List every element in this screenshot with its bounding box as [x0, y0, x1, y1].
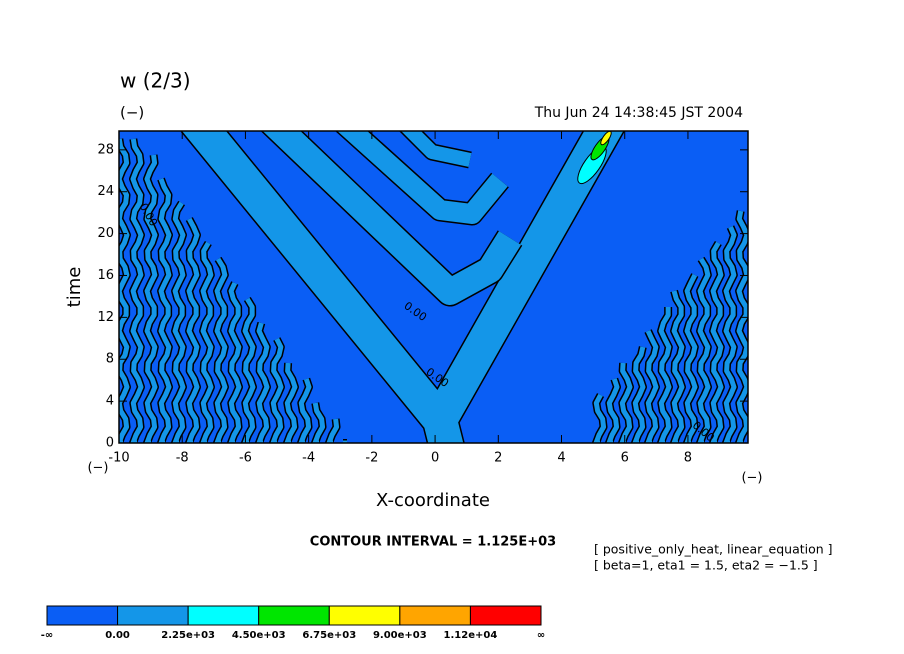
colorbar: -∞ 0.00 2.25e+03 4.50e+03 6.75e+03 9.00e+03 1.…	[41, 605, 545, 641]
x-axis-label: X-coordinate	[376, 490, 490, 511]
colorbar-swatch	[328, 605, 401, 626]
y-tick-label: 28	[97, 142, 114, 157]
contour-region	[228, 281, 242, 443]
y-unit: (−)	[120, 104, 144, 122]
x-tick-label: -6	[239, 451, 252, 466]
colorbar-label: 1.12e+04	[444, 630, 498, 641]
x-tick-label: 8	[684, 451, 692, 466]
contour-region	[119, 138, 130, 443]
colorbar-swatch	[117, 605, 189, 626]
colorbar-label: -∞	[41, 630, 53, 641]
contour-region	[256, 322, 270, 443]
colorbar-swatch	[46, 605, 119, 626]
contour-field: 0.000.000.000.00	[119, 131, 760, 443]
contour-region	[401, 131, 472, 167]
y-tick-label: 8	[106, 352, 114, 367]
contour-region	[158, 178, 172, 443]
contour-interval: CONTOUR INTERVAL = 1.125E+03	[310, 535, 556, 550]
colorbar-label: ∞	[537, 630, 545, 641]
contour-region	[736, 210, 748, 443]
colorbar-swatch	[187, 605, 260, 626]
contour-region	[284, 362, 298, 443]
contour-region	[144, 154, 158, 443]
contour-region	[270, 337, 284, 443]
contour-region	[606, 378, 620, 443]
colorbar-label: 6.75e+03	[302, 630, 356, 641]
contour-region	[298, 378, 312, 443]
colorbar-label: 4.50e+03	[232, 630, 286, 641]
contour-line	[752, 195, 760, 443]
contour-region	[312, 402, 326, 443]
contour-region	[632, 346, 646, 443]
y-axis-label: time	[64, 267, 85, 308]
contour-region	[671, 290, 685, 443]
x-tick-label: -10	[108, 451, 129, 466]
contour-region	[337, 131, 508, 224]
contour-region	[697, 257, 711, 443]
y-tick-label: 20	[97, 226, 114, 241]
note: [ beta=1, eta1 = 1.5, eta2 = −1.5 ]	[594, 558, 818, 573]
x-tick-label: -8	[176, 451, 189, 466]
contour-region	[752, 195, 760, 443]
contour-region	[723, 226, 737, 443]
x-unit-right: (−)	[741, 471, 762, 486]
contour-region	[326, 418, 340, 443]
plot-frame	[118, 130, 749, 444]
contour-region	[242, 297, 256, 443]
x-tick-label: -4	[302, 451, 315, 466]
contour-region	[645, 329, 659, 443]
contour-region	[130, 138, 144, 443]
contour-region	[200, 241, 214, 443]
contour-region	[186, 217, 200, 443]
colorbar-label: 2.25e+03	[161, 630, 215, 641]
chart-title: w (2/3)	[120, 69, 191, 93]
x-unit-left: (−)	[87, 461, 108, 476]
y-tick-label: 16	[97, 268, 114, 283]
colorbar-swatch	[469, 605, 542, 626]
contour-region	[658, 306, 672, 443]
timestamp: Thu Jun 24 14:38:45 JST 2004	[534, 105, 743, 121]
colorbar-swatch	[399, 605, 471, 626]
colorbar-swatch	[258, 605, 330, 626]
y-tick-label: 0	[106, 436, 114, 451]
y-tick-label: 24	[97, 184, 114, 199]
contour-region	[593, 393, 607, 443]
x-tick-label: 6	[621, 451, 629, 466]
contour-region	[214, 257, 228, 443]
x-tick-label: 2	[494, 451, 502, 466]
contour-region	[262, 131, 522, 305]
x-tick-label: -2	[365, 451, 378, 466]
y-tick-label: 4	[106, 394, 114, 409]
x-tick-label: 0	[431, 451, 439, 466]
contour-region	[684, 273, 698, 443]
x-tick-label: 4	[557, 451, 565, 466]
note: [ positive_only_heat, linear_equation ]	[594, 542, 833, 557]
contour-region	[710, 241, 724, 443]
y-tick-label: 12	[97, 310, 114, 325]
colorbar-label: 9.00e+03	[373, 630, 427, 641]
colorbar-label: 0.00	[105, 630, 130, 641]
contour-region	[172, 201, 186, 443]
